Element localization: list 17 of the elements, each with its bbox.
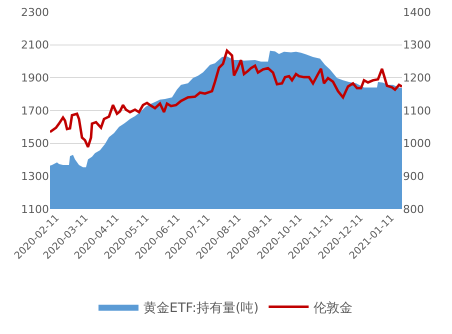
y2-tick-label: 800 — [403, 202, 424, 216]
y-tick-label: 1900 — [21, 72, 49, 85]
y2-tick-label: 1200 — [403, 72, 431, 85]
y2-tick-label: 1000 — [403, 137, 431, 150]
y-tick-label: 1500 — [21, 137, 49, 150]
y-tick-label: 1100 — [21, 202, 49, 216]
y2-tick-label: 1100 — [403, 104, 431, 118]
y2-tick-label: 900 — [403, 170, 424, 184]
y2-tick-label: 1400 — [403, 6, 431, 19]
y-tick-label: 1300 — [21, 170, 49, 184]
legend-label: 黄金ETF:持有量(吨) — [144, 300, 259, 316]
legend-label: 伦敦金 — [314, 300, 353, 316]
line-series — [50, 49, 402, 148]
y-tick-label: 1700 — [21, 104, 49, 118]
y-tick-label: 2300 — [21, 6, 49, 19]
y2-tick-label: 1300 — [403, 38, 431, 52]
y-tick-label: 2100 — [21, 38, 49, 52]
